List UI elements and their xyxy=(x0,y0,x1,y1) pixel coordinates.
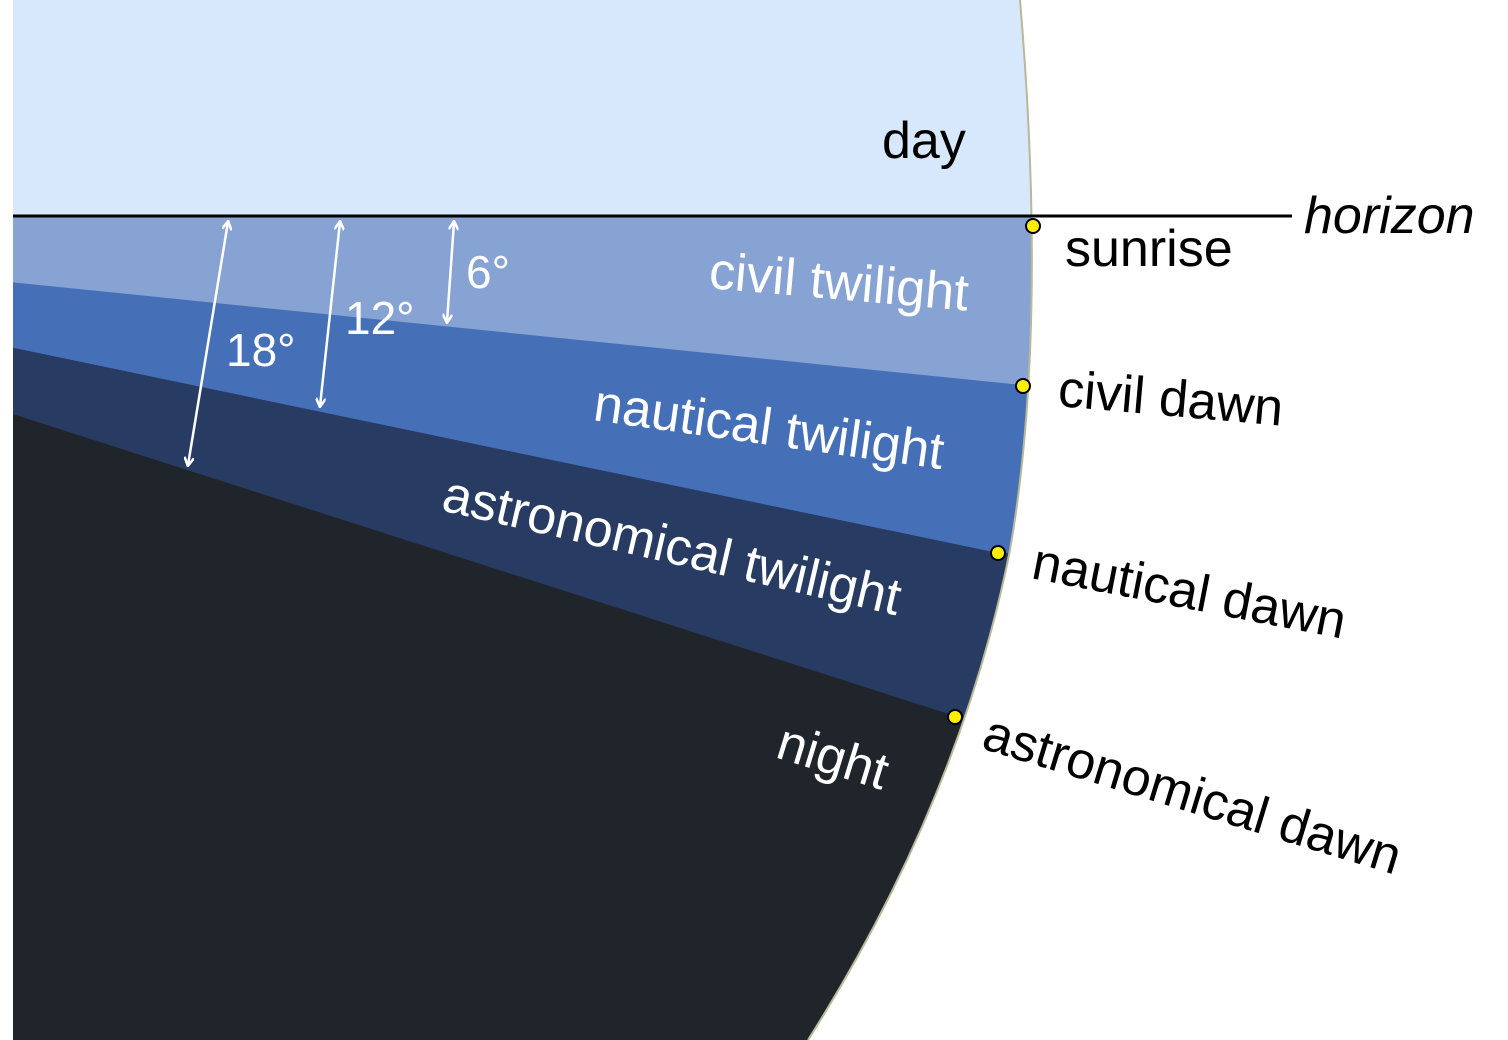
day-label: day xyxy=(882,112,966,170)
civil-dawn-label: civil dawn xyxy=(1056,360,1286,437)
day-region xyxy=(13,0,1032,216)
nautical-dawn-label: nautical dawn xyxy=(1028,533,1351,651)
nautical-dawn-marker xyxy=(990,545,1006,561)
night-region xyxy=(13,410,1032,1040)
horizon-label: horizon xyxy=(1304,187,1475,245)
earth-limb xyxy=(807,0,1033,1040)
astronomical-dawn-marker xyxy=(947,709,963,725)
angle-arrow-6 xyxy=(447,222,454,322)
astronomical-dawn-label: astronomical dawn xyxy=(976,704,1408,886)
civil-dawn-marker xyxy=(1015,378,1031,394)
sunrise-marker xyxy=(1025,218,1041,234)
angle-arrow-18 xyxy=(188,222,228,465)
angle-label-18: 18° xyxy=(226,324,296,376)
angle-label-6: 6° xyxy=(466,246,510,298)
sunrise-label: sunrise xyxy=(1065,220,1233,278)
angle-arrow-12 xyxy=(320,222,340,406)
angle-label-12: 12° xyxy=(345,292,415,344)
